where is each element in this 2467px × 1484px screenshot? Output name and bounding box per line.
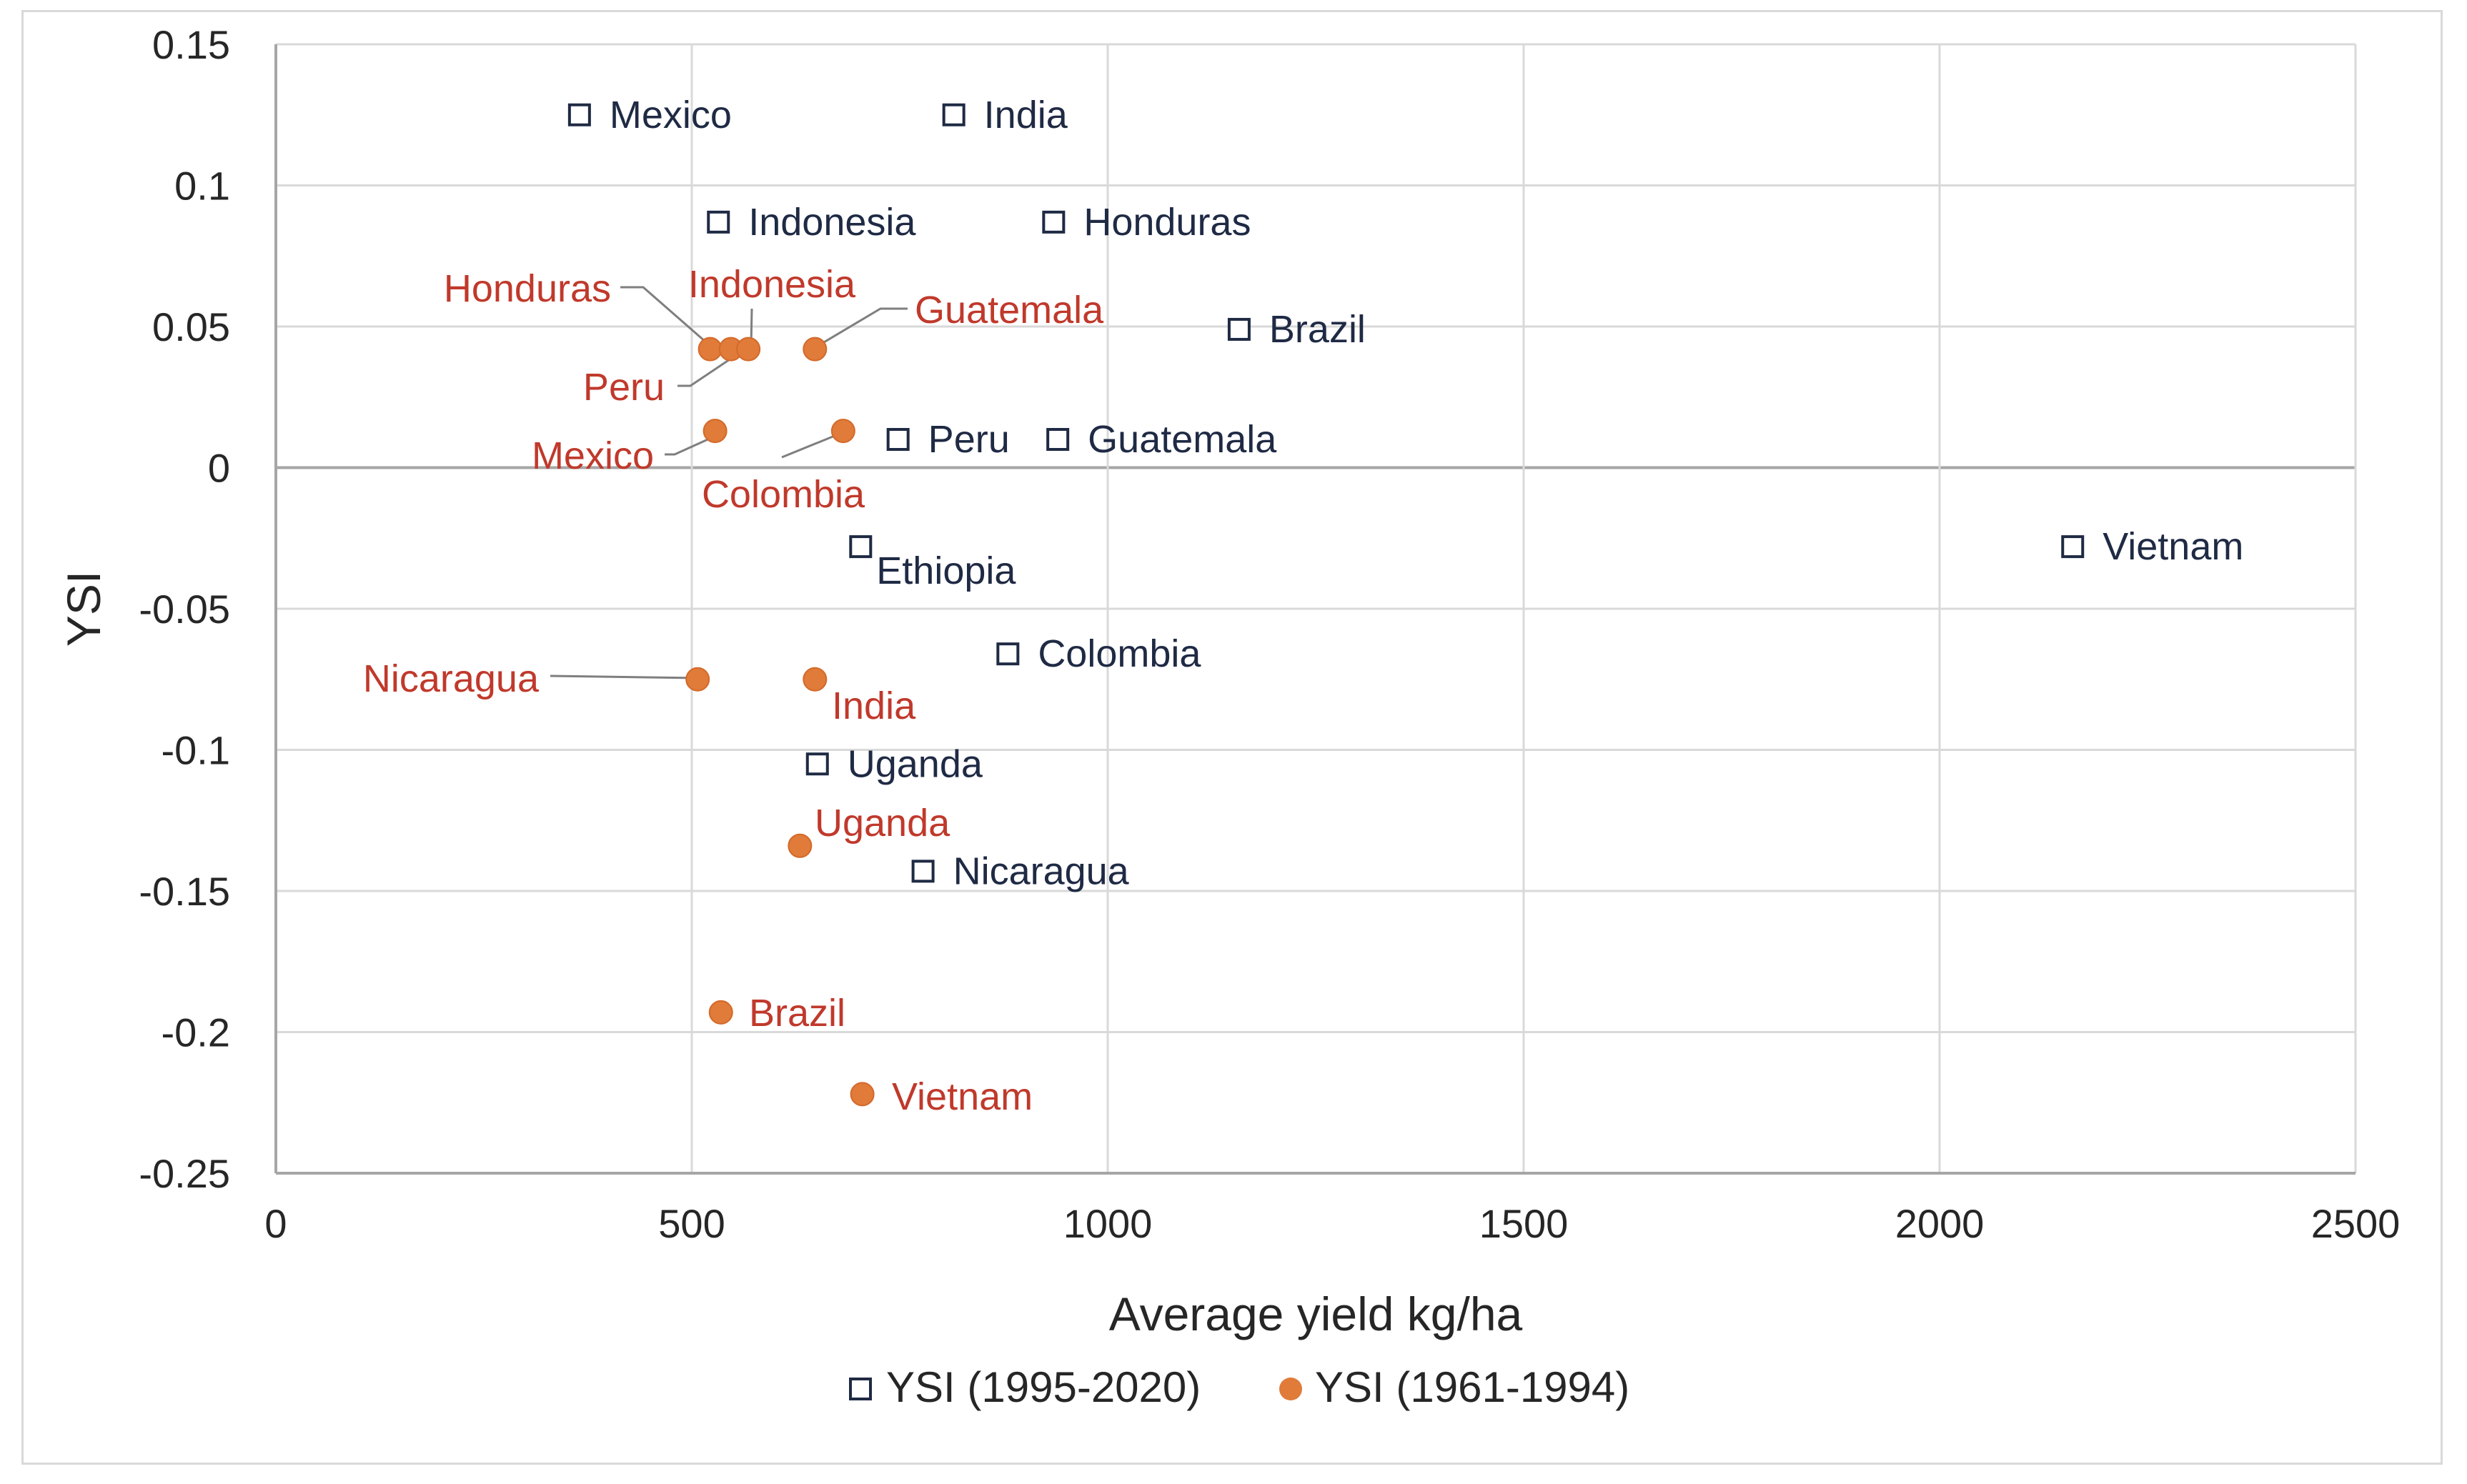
circle-marker-guatemala [803,337,828,362]
label-1961-indonesia: Indonesia [688,263,856,306]
x-axis-title: Average yield kg/ha [1109,1288,1523,1340]
label-1995-indonesia: Indonesia [748,201,916,244]
chart-frame [21,10,2443,1465]
circle-marker-indonesia [736,337,761,362]
leader-line [750,308,753,341]
label-1995-honduras: Honduras [1083,201,1251,244]
label-1961-mexico: Mexico [532,434,654,477]
leader-line [620,286,707,343]
label-1961-peru: Peru [583,366,665,409]
label-1961-uganda: Uganda [815,802,950,845]
leader-line [821,307,908,344]
square-marker-colombia [996,642,1020,666]
label-1961-guatemala: Guatemala [915,289,1104,332]
circle-marker-nicaragua [685,667,710,692]
x-tick-label: 500 [658,1201,725,1246]
y-tick-label: 0.05 [152,304,230,349]
legend-label-1995-2020: YSI (1995-2020) [886,1363,1201,1411]
leader-line [665,437,712,456]
leader-line [781,434,837,459]
label-1961-nicaragua: Nicaragua [363,657,540,700]
square-marker-honduras [1042,210,1066,234]
label-1995-guatemala: Guatemala [1088,418,1277,461]
square-marker-mexico [567,103,591,126]
circle-marker-brazil [708,1000,733,1025]
label-1995-brazil: Brazil [1269,308,1366,351]
y-tick-label: 0.1 [174,164,230,209]
circle-marker-india [803,667,828,692]
y-tick-label: -0.1 [162,728,231,773]
label-1961-honduras: Honduras [444,267,611,310]
circle-marker-uganda [788,833,813,858]
x-tick-label: 2000 [1895,1201,1985,1246]
x-tick-label: 1000 [1063,1201,1153,1246]
legend-label-1961-1994: YSI (1961-1994) [1315,1363,1629,1411]
x-tick-label: 0 [264,1201,287,1246]
square-marker-nicaragua [911,860,935,883]
legend-square-icon [849,1378,872,1400]
square-marker-uganda [805,752,829,776]
label-1961-india: India [832,684,916,727]
square-marker-indonesia [707,210,730,234]
label-1995-vietnam: Vietnam [2103,525,2243,568]
label-1961-colombia: Colombia [702,473,865,516]
label-1995-nicaragua: Nicaragua [953,850,1130,892]
label-1961-vietnam: Vietnam [892,1075,1033,1118]
label-1995-mexico: Mexico [610,94,732,136]
label-1995-uganda: Uganda [848,742,983,785]
square-marker-peru [886,428,910,451]
y-tick-label: 0.15 [152,22,230,67]
legend-circle-icon [1279,1378,1302,1400]
square-marker-brazil [1227,317,1251,341]
y-tick-label: -0.25 [139,1151,230,1196]
y-axis-title: YSI [57,571,110,647]
circle-marker-colombia [830,419,855,444]
label-1995-peru: Peru [928,418,1010,461]
square-marker-vietnam [2061,535,2085,559]
circle-marker-mexico [703,419,728,444]
x-tick-label: 1500 [1479,1201,1569,1246]
leader-line [550,674,687,679]
x-tick-label: 2500 [2311,1201,2401,1246]
label-1995-india: India [984,94,1068,136]
y-tick-label: 0 [208,446,230,491]
label-1961-brazil: Brazil [749,992,845,1035]
square-marker-guatemala [1046,428,1070,451]
y-tick-label: -0.05 [139,587,230,632]
leader-line [677,357,733,387]
y-tick-label: -0.15 [139,869,230,914]
circle-marker-vietnam [850,1082,875,1107]
label-1995-colombia: Colombia [1038,632,1201,675]
square-marker-india [942,103,966,126]
y-tick-label: -0.2 [162,1010,231,1055]
circle-marker-honduras [698,337,723,362]
label-1995-ethiopia: Ethiopia [876,549,1016,592]
square-marker-ethiopia [849,535,873,559]
